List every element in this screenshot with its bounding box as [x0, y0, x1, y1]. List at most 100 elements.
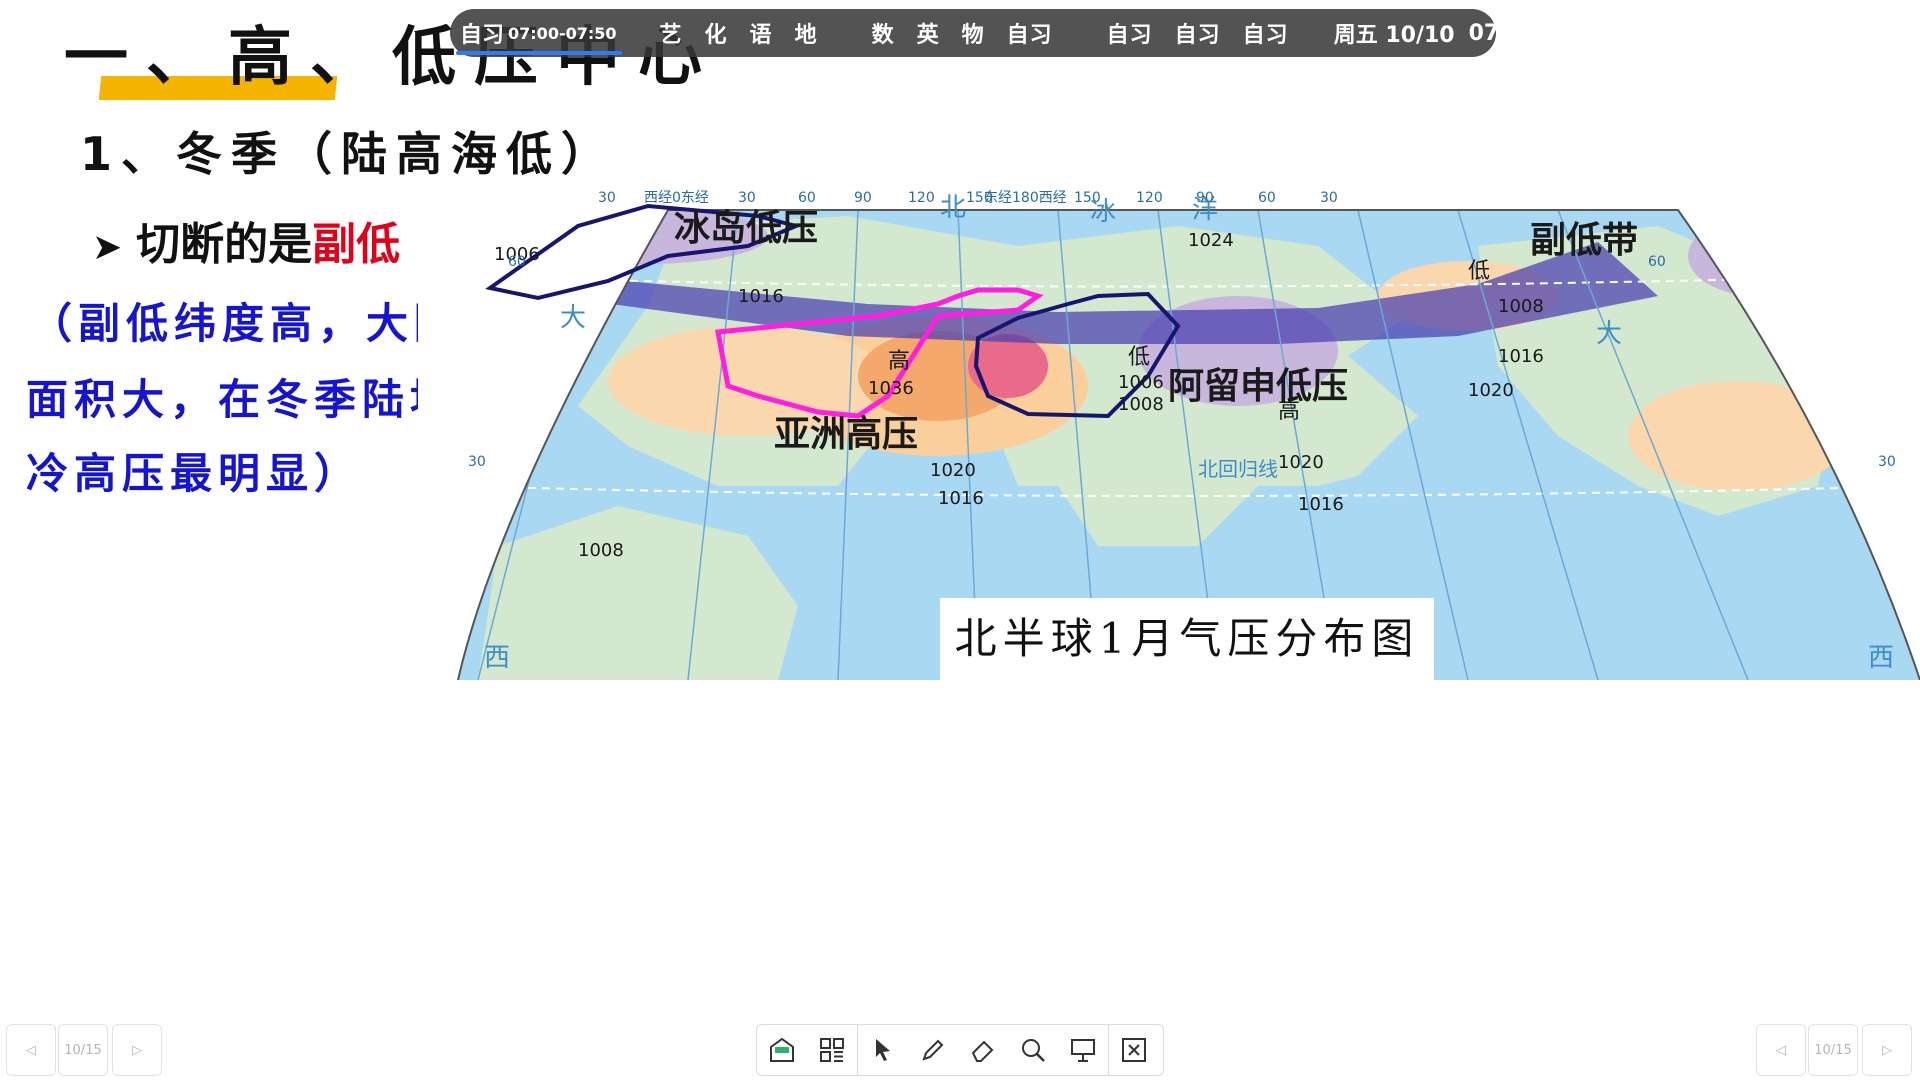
bullet-point: ➤ 切断的是副低 — [92, 208, 400, 272]
subpolar-low-belt — [478, 242, 1658, 344]
schedule-slot: 自习 — [1106, 23, 1153, 48]
pen-button[interactable] — [908, 1025, 958, 1075]
map-caption-box: 北半球1月气压分布图 — [940, 598, 1434, 680]
isobar-1016-d: 1016 — [1498, 346, 1544, 367]
longitude-tick: 90 — [854, 190, 872, 206]
label-west-right: 西 — [1868, 643, 1894, 673]
toolbar-divider — [857, 1025, 858, 1075]
whiteboard-icon — [770, 1037, 794, 1062]
page-indicator-right[interactable]: 10/15 — [1808, 1024, 1858, 1076]
pointer-icon — [876, 1039, 890, 1061]
schedule-slot: 语 — [749, 23, 773, 48]
chevron-right-icon: ▷ — [132, 1042, 142, 1058]
schedule-slot: 地 — [794, 23, 818, 48]
chevron-left-icon: ◁ — [1776, 1042, 1786, 1058]
latitude-60-line — [517, 275, 1869, 288]
schedule-slot: 自习 — [1174, 23, 1221, 48]
schedule-slot: 数 — [871, 23, 895, 48]
magnifier-icon — [1022, 1039, 1045, 1062]
longitude-tick: 120 — [908, 190, 935, 206]
current-period-label: 自习 — [460, 23, 505, 48]
longitude-tick: 120 — [1136, 190, 1163, 206]
label-aleutian-low: 阿留申低压 — [1168, 366, 1348, 407]
isobar-1036: 1036 — [868, 378, 914, 399]
schedule-clock: 07:43:25 — [1468, 20, 1579, 46]
whiteboard-button[interactable] — [757, 1025, 807, 1075]
label-iceland-low: 冰岛低压 — [674, 208, 818, 249]
bullet-arrow-icon: ➤ — [92, 227, 123, 268]
label-high-east: 高 — [1278, 399, 1300, 424]
asia-high-outline — [715, 287, 1044, 419]
latitude-tick: 30 — [468, 454, 486, 470]
label-tropic: 北回归线 — [1198, 457, 1278, 481]
label-big: 大 — [1596, 319, 1622, 349]
note-line-2: 面积大，在冬季陆地 — [26, 375, 459, 424]
isobar-1008-b: 1008 — [1118, 394, 1164, 415]
isobar-1020-d: 1024 — [1188, 230, 1234, 251]
prev-page-button-right[interactable]: ◁ — [1756, 1024, 1806, 1076]
schedule-slot: 化 — [704, 23, 728, 48]
longitude-tick: 150 — [1074, 190, 1101, 206]
eraser-icon — [971, 1040, 994, 1062]
map-land-africa — [478, 506, 798, 680]
spotlight-icon — [1071, 1039, 1095, 1062]
longitude-tick: 90 — [1196, 190, 1214, 206]
map-high-center — [968, 334, 1048, 398]
schedule-slot: 艺 — [659, 23, 683, 48]
apps-grid-icon — [820, 1038, 844, 1062]
apps-button[interactable] — [807, 1025, 857, 1075]
label-low-east: 低 — [1468, 259, 1490, 284]
isobar-1020-c: 1020 — [1468, 380, 1514, 401]
schedule-slot: 物 — [961, 23, 985, 48]
schedule-current-period[interactable]: 自习 07:00-07:50 — [450, 9, 622, 57]
spotlight-button[interactable] — [1058, 1025, 1108, 1075]
map-caption: 北半球1月气压分布图 — [954, 614, 1420, 663]
eraser-button[interactable] — [958, 1025, 1008, 1075]
prev-page-button-left[interactable]: ◁ — [6, 1024, 56, 1076]
schedule-slot: 自习 — [1242, 23, 1289, 48]
pointer-button[interactable] — [858, 1025, 908, 1075]
isobar-1008-d: 1008 — [578, 540, 624, 561]
label-north: 北 — [940, 193, 966, 223]
longitude-tick: 30 — [1320, 190, 1338, 206]
presentation-toolbar — [756, 1024, 1164, 1076]
longitude-tick: 东经180西经 — [984, 190, 1067, 206]
slide-subtitle: 1、冬季（陆高海低） — [80, 127, 617, 181]
isobar-1008-c: 1008 — [1498, 296, 1544, 317]
bullet-highlight: 副低 — [312, 219, 401, 270]
tropic-line — [458, 485, 1920, 497]
map-high-zone-2 — [608, 326, 888, 436]
schedule-slot: 自习 — [1006, 23, 1053, 48]
note-line-3: 冷高压最明显） — [26, 449, 363, 498]
isobar-1016-c: 1016 — [1298, 494, 1344, 515]
chevron-left-icon: ◁ — [26, 1042, 36, 1058]
bullet-text: 切断的是 — [136, 219, 313, 270]
next-page-button-right[interactable]: ▷ — [1862, 1024, 1912, 1076]
label-ice: 冰 — [1090, 197, 1116, 227]
chevron-right-icon: ▷ — [1882, 1042, 1892, 1058]
label-big-west: 大 — [560, 303, 586, 333]
magnifier-button[interactable] — [1008, 1025, 1058, 1075]
latitude-tick: 30 — [1878, 454, 1896, 470]
label-west: 西 — [484, 643, 510, 673]
end-show-button[interactable] — [1109, 1025, 1159, 1075]
isobar-1020-a: 1020 — [930, 460, 976, 481]
schedule-slot: 英 — [916, 23, 940, 48]
page-indicator-left[interactable]: 10/15 — [58, 1024, 108, 1076]
label-high-center: 高 — [888, 349, 910, 374]
longitude-tick: 60 — [798, 190, 816, 206]
iceland-low-outline — [485, 203, 803, 301]
next-page-button-left[interactable]: ▷ — [112, 1024, 162, 1076]
end-show-icon — [1122, 1038, 1146, 1062]
isobar-1016-a: 1016 — [738, 286, 784, 307]
toolbar-divider — [1108, 1025, 1109, 1075]
label-ocean-north: 洋 — [1192, 195, 1218, 225]
schedule-bar[interactable]: 自习 07:00-07:50 艺 化 语 地 数 英 物 自习 自习 自习 自习… — [450, 9, 1578, 57]
map-border — [457, 209, 1920, 680]
latitude-tick: 60 — [1648, 254, 1666, 270]
longitude-tick: 60 — [1258, 190, 1276, 206]
longitude-tick: 西经0东经 — [644, 190, 709, 206]
latitude-tick: 60 — [508, 254, 526, 270]
schedule-date: 周五 10/10 — [1333, 23, 1455, 48]
